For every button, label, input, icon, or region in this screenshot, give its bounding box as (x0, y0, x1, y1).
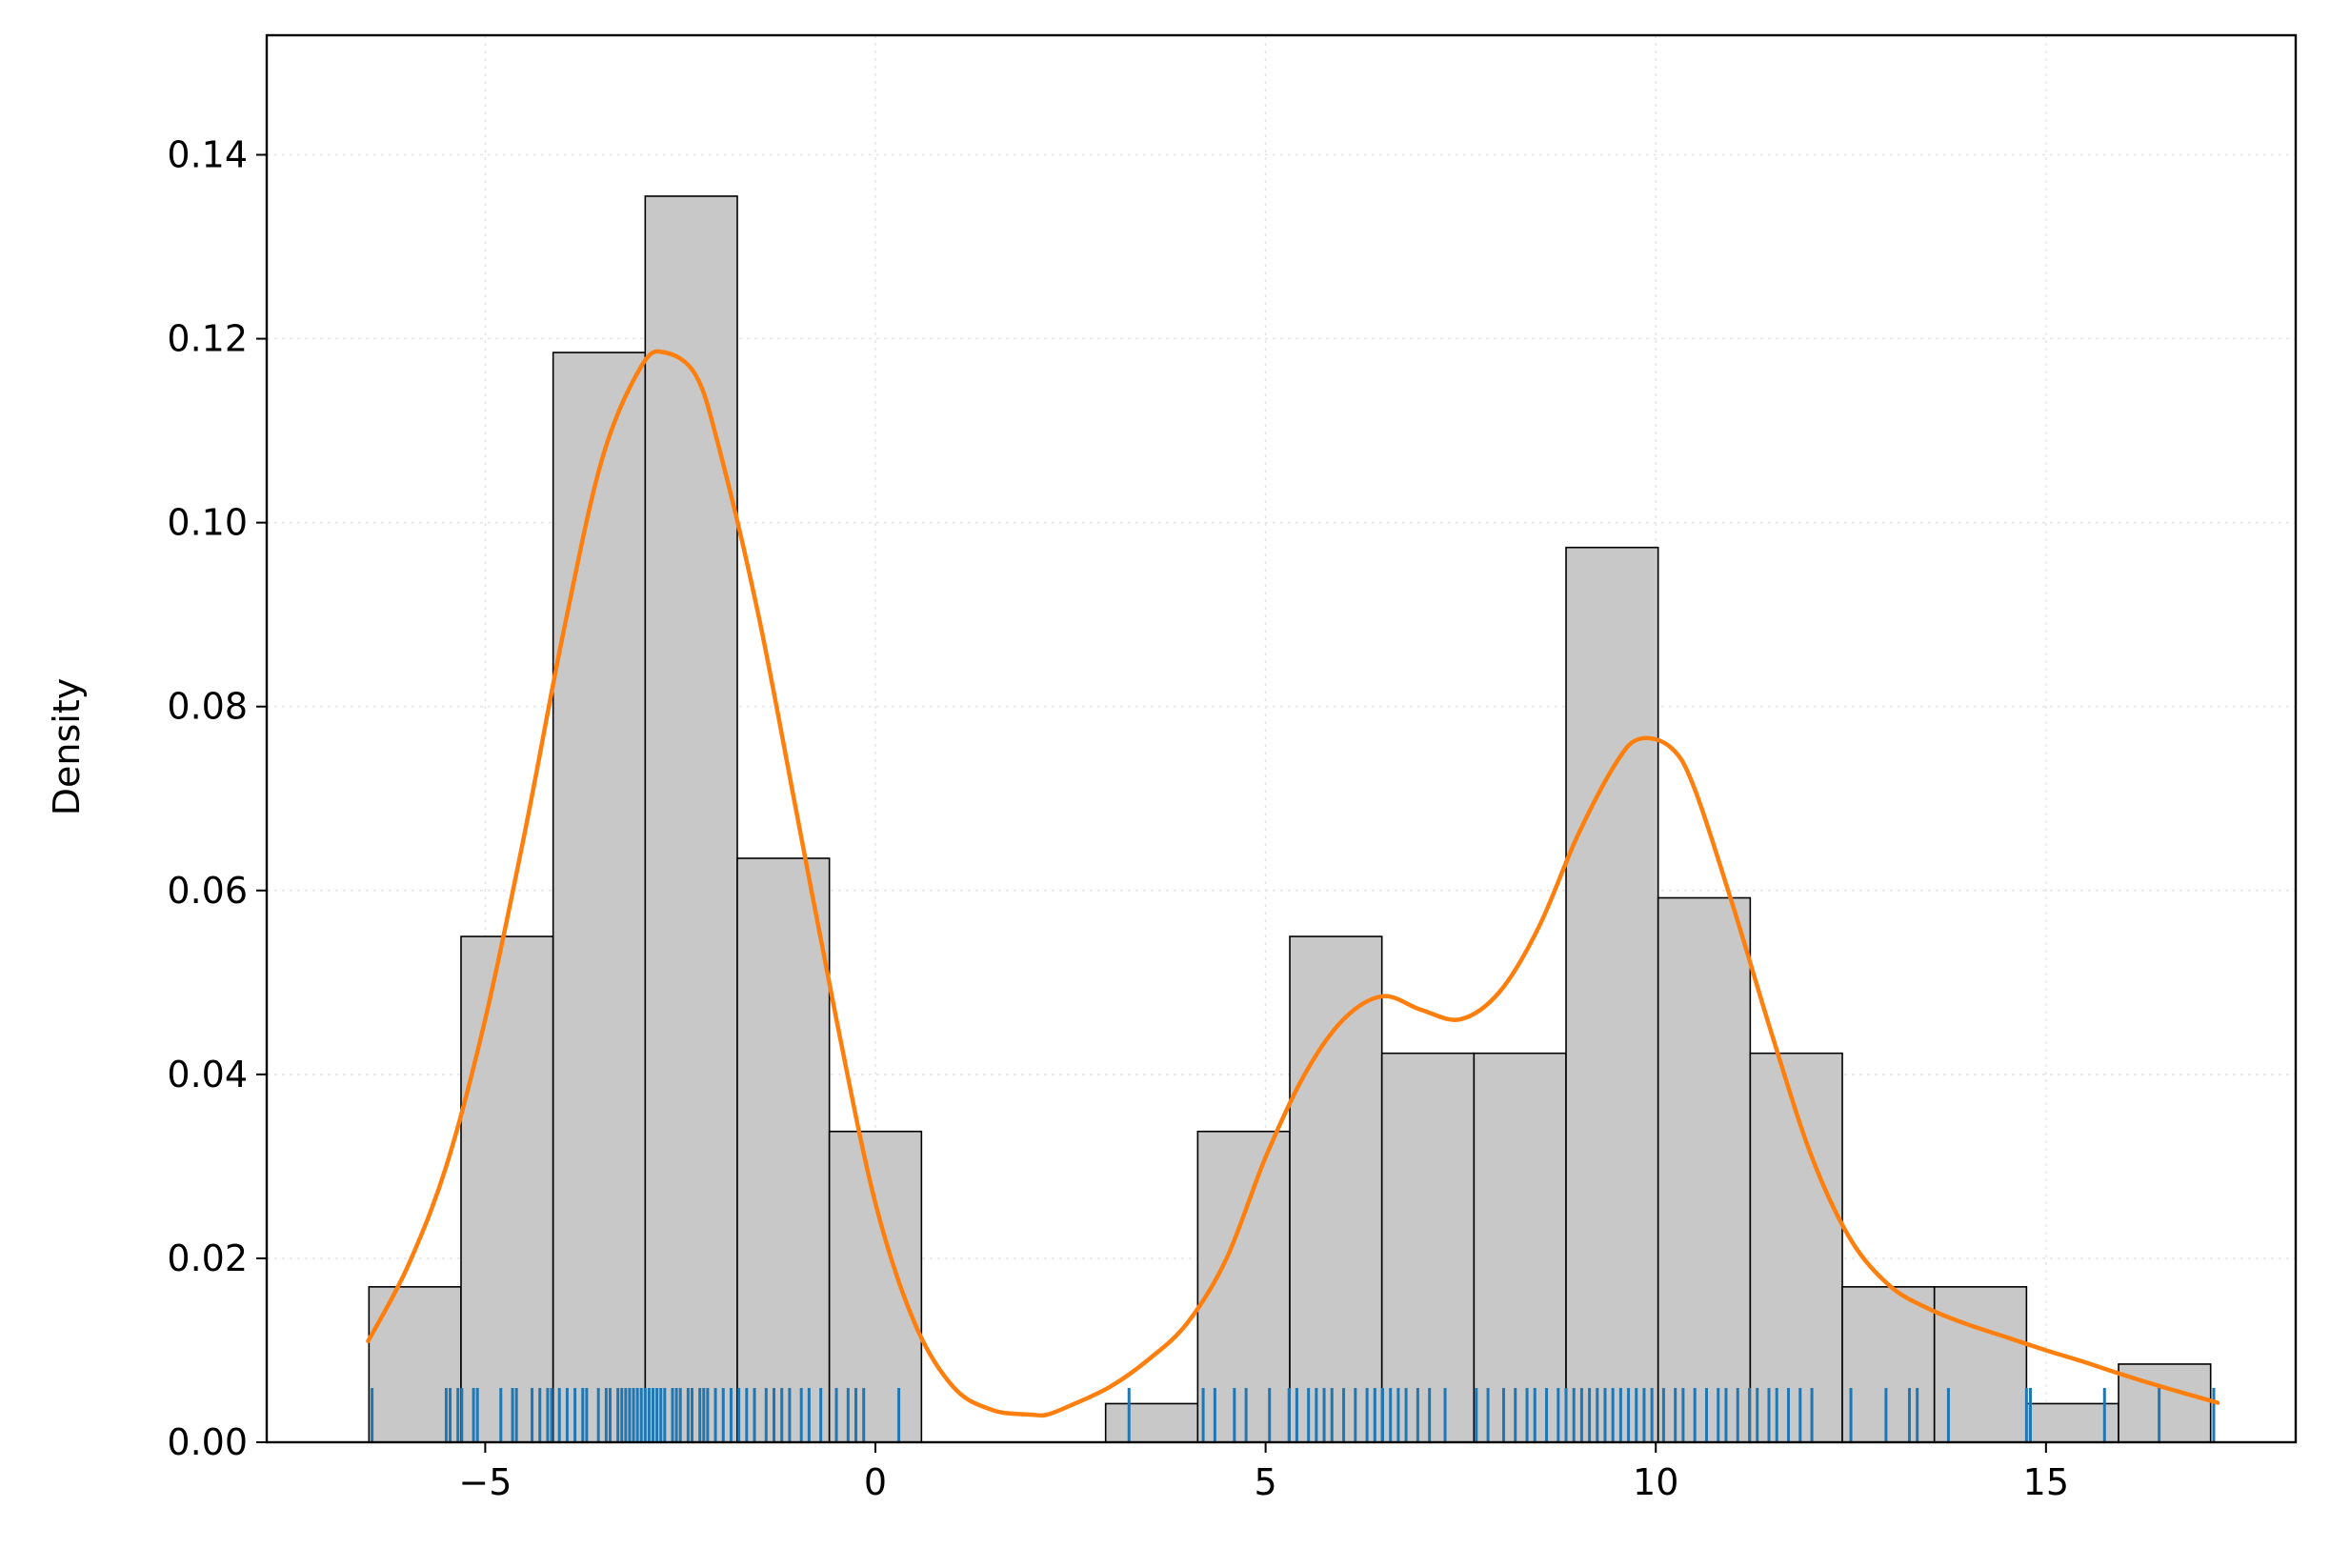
histogram-bar (1380, 1052, 1476, 1443)
histogram-bar (828, 1130, 923, 1443)
histogram-bar (1657, 896, 1752, 1443)
kde-curve-layer (366, 349, 2220, 1418)
y-tick-label: 0.06 (167, 870, 248, 912)
x-tick-label: −5 (458, 1461, 512, 1503)
x-tick-label: 0 (864, 1461, 887, 1503)
y-tick-label: 0.12 (167, 318, 248, 360)
kde-curve (366, 349, 2220, 1418)
y-tick-label: 0.14 (167, 133, 248, 175)
histogram-bar (1565, 546, 1659, 1443)
histogram-bar (1104, 1402, 1199, 1443)
y-tick-label: 0.02 (167, 1237, 248, 1279)
plot-frame (265, 33, 2298, 1444)
histogram-bar (460, 935, 554, 1443)
x-tick-label: 5 (1255, 1461, 1277, 1503)
rug-marks (371, 1388, 2216, 1442)
histogram-bar (1473, 1052, 1567, 1443)
x-tick-label: 10 (1633, 1461, 1678, 1503)
y-axis-label: Density (46, 678, 88, 815)
y-tick-label: 0.04 (167, 1054, 248, 1096)
histogram-bar (1841, 1286, 1936, 1443)
x-tick-label: 15 (2023, 1461, 2069, 1503)
histogram-bar (552, 352, 647, 1443)
histogram-bars (368, 195, 2212, 1443)
histogram-bar (644, 195, 738, 1443)
axes: −5 0 5 10 15 0.00 0.02 0.04 0.06 0.08 0.10 0.12 0.14 (167, 33, 2298, 1503)
y-tick-label: 0.00 (167, 1421, 248, 1463)
histogram-bar (1289, 935, 1383, 1443)
histogram-bar (736, 857, 831, 1443)
y-tick-label: 0.10 (167, 502, 248, 544)
y-tick-label: 0.08 (167, 686, 248, 728)
